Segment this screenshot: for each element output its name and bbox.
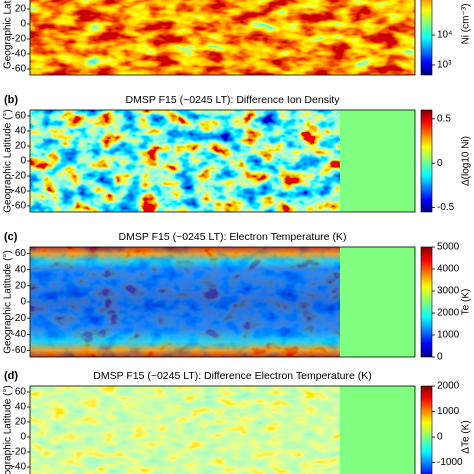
y-tick-label: 60 — [15, 248, 27, 259]
y-axis-label: Geographic Latitude (°) — [3, 250, 14, 354]
colorbar-tick-label: 1000 — [437, 330, 460, 341]
heatmap-texture — [30, 0, 415, 75]
panel-label: (d) — [4, 370, 18, 382]
y-tick-label: 60 — [15, 387, 27, 398]
y-tick-label: -60 — [12, 345, 27, 356]
colorbar-tick-label: 0 — [437, 432, 443, 443]
y-tick-label: 0 — [20, 297, 26, 308]
colorbar-tick-label: 2000 — [437, 308, 460, 319]
colorbar-tick-label: 0.5 — [437, 114, 451, 125]
panel-title: DMSP F15 (~0245 LT): Difference Electron… — [93, 370, 371, 382]
colorbar-label: ΔTe (K) — [461, 420, 472, 453]
colorbar-tick-label: 0 — [437, 352, 443, 363]
colorbar-tick-label: 4000 — [437, 264, 460, 275]
y-axis-label: Geographic Latitude (°) — [3, 385, 14, 474]
y-tick-label: 20 — [15, 417, 27, 428]
y-tick-label: 0 — [20, 156, 26, 167]
panel-title: DMSP F15 (~0245 LT): Difference Ion Dens… — [126, 94, 341, 106]
y-tick-label: 40 — [15, 402, 27, 413]
panel-title: DMSP F15 (~0245 LT): Electron Temperatur… — [119, 231, 347, 243]
y-tick-label: -40 — [12, 186, 27, 197]
colorbar-tick-label: 2000 — [437, 381, 460, 392]
colorbar-tick-label: 5000 — [437, 242, 460, 253]
y-tick-label: 0 — [20, 432, 26, 443]
y-tick-label: -20 — [12, 171, 27, 182]
colorbar-tick-label: 10⁴ — [437, 30, 452, 41]
colorbar — [420, 0, 433, 76]
y-tick-label: 20 — [15, 4, 27, 15]
y-tick-label: 40 — [15, 126, 27, 137]
y-tick-label: -60 — [12, 64, 27, 75]
colorbar — [420, 385, 433, 474]
colorbar-label: Ni (cm⁻³) — [461, 4, 472, 45]
y-tick-label: 40 — [15, 264, 27, 275]
y-tick-label: -40 — [12, 49, 27, 60]
y-axis-label: Geographic Latitude (°) — [3, 109, 14, 213]
y-tick-label: 0 — [20, 19, 26, 30]
y-tick-label: 20 — [15, 280, 27, 291]
no-data-region — [340, 247, 415, 357]
y-tick-label: -40 — [12, 462, 27, 473]
y-axis-label: Geographic Latitude — [3, 0, 14, 69]
colorbar-tick-label: 3000 — [437, 286, 460, 297]
colorbar-tick-label: -0.5 — [437, 202, 455, 213]
no-data-region — [340, 110, 415, 212]
panel-label: (c) — [4, 231, 18, 243]
colorbar-label: Δ(log10 Ni) — [461, 136, 472, 186]
colorbar — [420, 109, 433, 213]
panel-label: (b) — [4, 94, 18, 106]
colorbar — [420, 246, 433, 358]
no-data-region — [340, 386, 415, 474]
y-tick-label: -60 — [12, 201, 27, 212]
y-tick-label: -20 — [12, 313, 27, 324]
y-tick-label: 20 — [15, 141, 27, 152]
y-tick-label: -40 — [12, 329, 27, 340]
y-tick-label: -20 — [12, 447, 27, 458]
colorbar-tick-label: -1000 — [437, 457, 463, 468]
y-tick-label: -20 — [12, 34, 27, 45]
colorbar-tick-label: 10³ — [437, 60, 452, 71]
colorbar-tick-label: 0 — [437, 158, 443, 169]
colorbar-tick-label: 1000 — [437, 406, 460, 417]
colorbar-label: Te (K) — [461, 289, 472, 316]
y-tick-label: 60 — [15, 111, 27, 122]
